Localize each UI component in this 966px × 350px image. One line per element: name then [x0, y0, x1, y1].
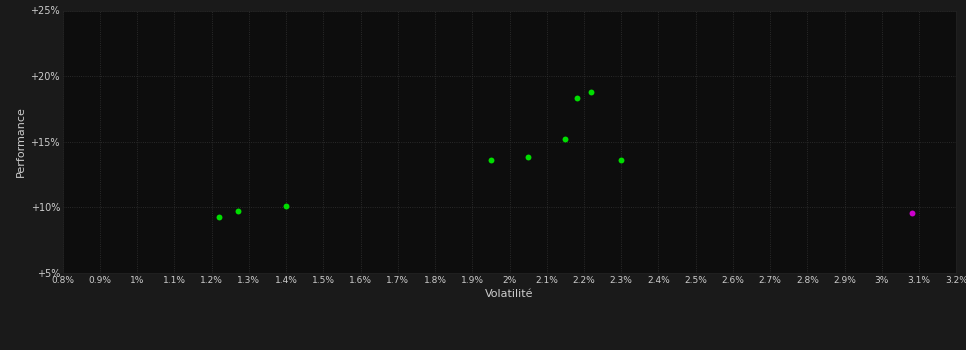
- Point: [521, 155, 536, 160]
- Point: [613, 158, 629, 163]
- Point: [212, 214, 227, 219]
- Point: [230, 209, 245, 214]
- Point: [557, 136, 573, 142]
- Point: [583, 89, 599, 95]
- Y-axis label: Performance: Performance: [16, 106, 26, 177]
- Point: [483, 158, 498, 163]
- Point: [904, 210, 920, 215]
- Point: [278, 203, 294, 209]
- X-axis label: Volatilité: Volatilité: [485, 289, 534, 299]
- Point: [569, 96, 584, 101]
